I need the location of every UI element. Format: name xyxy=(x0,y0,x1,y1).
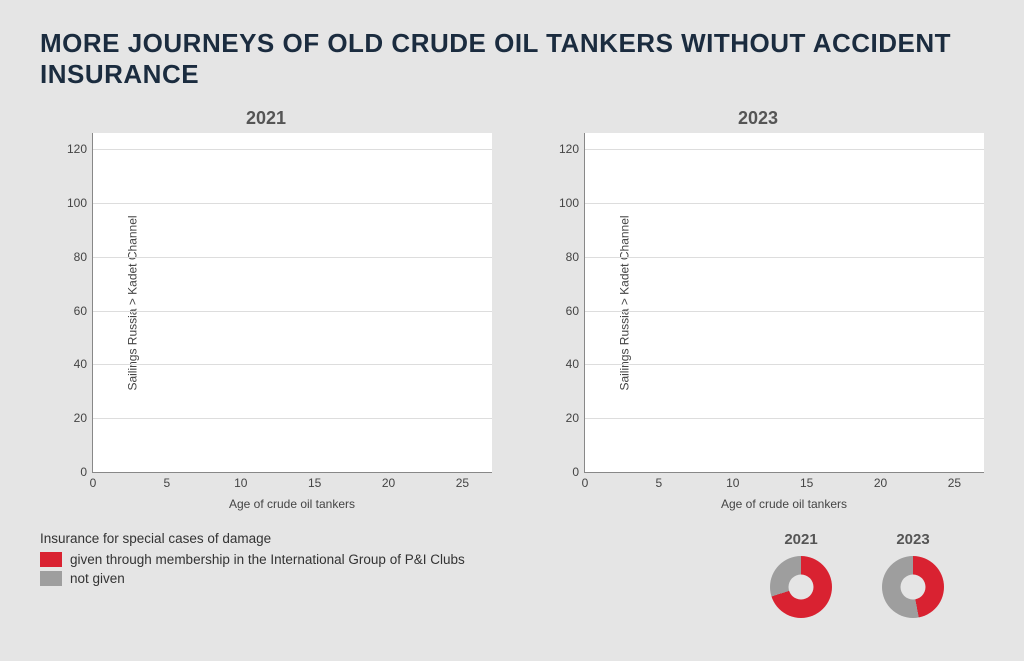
legend-swatch xyxy=(40,552,62,567)
y-tick: 80 xyxy=(553,250,579,264)
x-tick: 0 xyxy=(90,476,97,490)
pie-label: 2023 xyxy=(896,531,929,548)
x-tick: 20 xyxy=(874,476,887,490)
x-tick: 5 xyxy=(656,476,663,490)
pie-chart xyxy=(770,556,832,618)
pie-row: 2021 2023 xyxy=(770,531,944,618)
x-tick: 25 xyxy=(456,476,469,490)
y-tick: 60 xyxy=(553,304,579,318)
page-title: MORE JOURNEYS OF OLD CRUDE OIL TANKERS W… xyxy=(40,28,984,90)
legend-item: not given xyxy=(40,571,465,586)
x-tick: 0 xyxy=(582,476,589,490)
y-tick: 20 xyxy=(553,411,579,425)
chart-panel-2021: 2021 Sailings Russia > Kadet Channel 020… xyxy=(40,108,492,511)
charts-row: 2021 Sailings Russia > Kadet Channel 020… xyxy=(40,108,984,511)
y-tick: 120 xyxy=(61,142,87,156)
y-tick: 120 xyxy=(553,142,579,156)
y-tick: 60 xyxy=(61,304,87,318)
chart-area-2021: Sailings Russia > Kadet Channel 02040608… xyxy=(92,133,492,473)
y-tick: 0 xyxy=(553,465,579,479)
chart-year-label: 2023 xyxy=(532,108,984,129)
pie-chart xyxy=(882,556,944,618)
x-tick: 5 xyxy=(164,476,171,490)
legend-title: Insurance for special cases of damage xyxy=(40,531,465,546)
pie-label: 2021 xyxy=(784,531,817,548)
legend: Insurance for special cases of damage gi… xyxy=(40,531,465,590)
x-tick: 10 xyxy=(726,476,739,490)
footer-row: Insurance for special cases of damage gi… xyxy=(40,531,984,618)
pie-column: 2021 xyxy=(770,531,832,618)
legend-label: given through membership in the Internat… xyxy=(70,552,465,567)
x-tick: 20 xyxy=(382,476,395,490)
x-tick: 25 xyxy=(948,476,961,490)
x-tick: 10 xyxy=(234,476,247,490)
x-axis-label: Age of crude oil tankers xyxy=(584,497,984,511)
chart-year-label: 2021 xyxy=(40,108,492,129)
pie-column: 2023 xyxy=(882,531,944,618)
y-tick: 100 xyxy=(61,196,87,210)
y-tick: 100 xyxy=(553,196,579,210)
y-tick: 0 xyxy=(61,465,87,479)
x-tick: 15 xyxy=(308,476,321,490)
x-axis-label: Age of crude oil tankers xyxy=(92,497,492,511)
chart-area-2023: Sailings Russia > Kadet Channel 02040608… xyxy=(584,133,984,473)
y-tick: 40 xyxy=(553,357,579,371)
bars-container xyxy=(93,133,492,472)
bars-container xyxy=(585,133,984,472)
y-tick: 80 xyxy=(61,250,87,264)
y-tick: 20 xyxy=(61,411,87,425)
legend-label: not given xyxy=(70,571,125,586)
x-tick: 15 xyxy=(800,476,813,490)
legend-swatch xyxy=(40,571,62,586)
legend-item: given through membership in the Internat… xyxy=(40,552,465,567)
chart-panel-2023: 2023 Sailings Russia > Kadet Channel 020… xyxy=(532,108,984,511)
y-tick: 40 xyxy=(61,357,87,371)
